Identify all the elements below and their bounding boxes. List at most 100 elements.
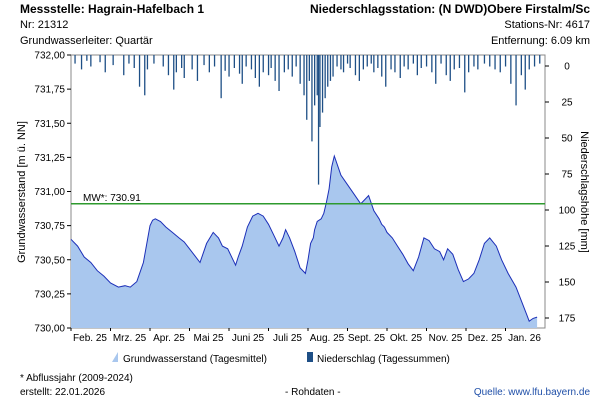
precip-bar — [520, 55, 522, 76]
precip-bar — [208, 55, 210, 73]
y-tick-label: 730,50 — [34, 255, 65, 266]
precip-bar — [146, 55, 149, 70]
precip-bar — [327, 55, 329, 87]
x-tick-label: Mai 25 — [193, 333, 223, 344]
precip-bar — [238, 55, 241, 74]
precip-bar — [539, 55, 541, 64]
precip-bar — [416, 55, 418, 76]
y2-axis-title: Niederschlagshöhe [mm] — [578, 131, 590, 253]
precip-bar — [390, 55, 392, 70]
precip-bar — [412, 55, 414, 64]
y-tick-label: 731,50 — [34, 119, 65, 130]
precip-bar — [314, 55, 316, 106]
x-tick-label: Aug. 25 — [310, 333, 345, 344]
precip-bar — [385, 55, 387, 87]
precip-bar — [332, 55, 334, 77]
precip-bar — [133, 55, 135, 68]
precip-bar — [250, 55, 253, 70]
precip-bar — [499, 55, 501, 73]
precip-bar — [321, 55, 324, 113]
precip-bar — [112, 55, 114, 66]
precip-bar — [311, 55, 313, 142]
y-tick-label: 732,00 — [34, 51, 65, 62]
precip-bar — [370, 55, 372, 64]
precip-bar — [153, 55, 155, 64]
precip-bar — [528, 55, 530, 70]
precip-bar — [336, 55, 338, 67]
precip-bar — [167, 55, 170, 76]
precip-bar — [175, 55, 177, 73]
precip-bar — [128, 55, 130, 64]
precip-bar — [86, 55, 88, 61]
precip-bar — [346, 55, 349, 64]
precip-bar — [245, 55, 247, 67]
groundwater-area-fill — [71, 156, 538, 328]
precip-bar — [258, 55, 260, 87]
precip-bar — [299, 55, 301, 84]
legend-groundwater-label: Grundwasserstand (Tagesmittel) — [123, 354, 267, 365]
mean-line-label: MW*: 730.91 — [83, 193, 141, 204]
precip-bar — [435, 55, 437, 84]
y-tick-label: 731,00 — [34, 187, 65, 198]
precip-bar — [464, 55, 466, 93]
precip-bar — [303, 55, 305, 96]
precip-bar — [373, 55, 375, 73]
rawdata-label: - Rohdaten - — [285, 387, 341, 398]
precip-bar — [74, 55, 76, 64]
precip-bar — [477, 55, 479, 70]
precip-bar — [524, 55, 526, 90]
source-link[interactable]: Quelle: www.lfu.bayern.de — [473, 387, 590, 398]
precip-bar — [80, 55, 83, 70]
precip-bar — [399, 55, 401, 78]
precip-bar — [224, 55, 226, 71]
precip-bar — [431, 55, 433, 73]
aquifer-label: Grundwasserleiter: Quartär — [20, 35, 153, 47]
groundwater-area — [70, 154, 538, 328]
precip-bar — [354, 55, 357, 76]
precip-bar — [203, 55, 205, 66]
y-tick-label: 730,75 — [34, 221, 65, 232]
y-tick-label: 731,75 — [34, 85, 65, 96]
precip-bar — [329, 55, 332, 81]
precip-bar — [403, 55, 405, 67]
precip-bar — [458, 55, 461, 68]
precip-bar — [241, 55, 243, 84]
mean-line-group: MW*: 730.91 — [71, 193, 545, 205]
precip-bar — [324, 55, 326, 99]
precip-bar — [425, 55, 428, 67]
precip-bar — [162, 55, 164, 67]
y2-tick-label: 0 — [564, 62, 570, 73]
precip-bar — [316, 55, 318, 96]
footnote: * Abflussjahr (2009-2024) — [20, 373, 133, 384]
precip-bar — [213, 55, 216, 67]
precip-bar — [173, 55, 175, 90]
precip-bar — [420, 55, 422, 68]
x-tick-label: Sept. 25 — [348, 333, 386, 344]
precip-bar — [183, 55, 185, 78]
precip-bar — [473, 55, 475, 67]
precip-bar — [453, 55, 455, 70]
precip-bar — [445, 55, 447, 76]
precip-bar — [104, 55, 106, 73]
precip-bar — [340, 55, 342, 70]
precip-bar — [267, 55, 270, 76]
precip-bar — [291, 55, 293, 77]
precip-bar — [295, 55, 297, 67]
precip-bar — [319, 55, 321, 127]
precip-bar — [144, 55, 146, 96]
station-title: Messstelle: Hagrain-Hafelbach 1 — [20, 2, 205, 16]
station-number: Nr: 21312 — [20, 19, 69, 31]
y2-tick-label: 50 — [561, 134, 573, 145]
precip-bar — [449, 55, 451, 81]
precip-bar — [123, 55, 125, 76]
precip-bar — [233, 55, 235, 68]
y-tick-label: 731,25 — [34, 153, 65, 164]
legend-precip-icon — [307, 352, 313, 362]
precip-bar — [407, 55, 409, 70]
y2-tick-label: 75 — [561, 170, 573, 181]
x-tick-label: Jan. 26 — [508, 333, 541, 344]
precip-bar — [349, 55, 351, 68]
y2-tick-label: 150 — [559, 278, 576, 289]
precip-station-number: Stations-Nr: 4617 — [504, 19, 590, 31]
